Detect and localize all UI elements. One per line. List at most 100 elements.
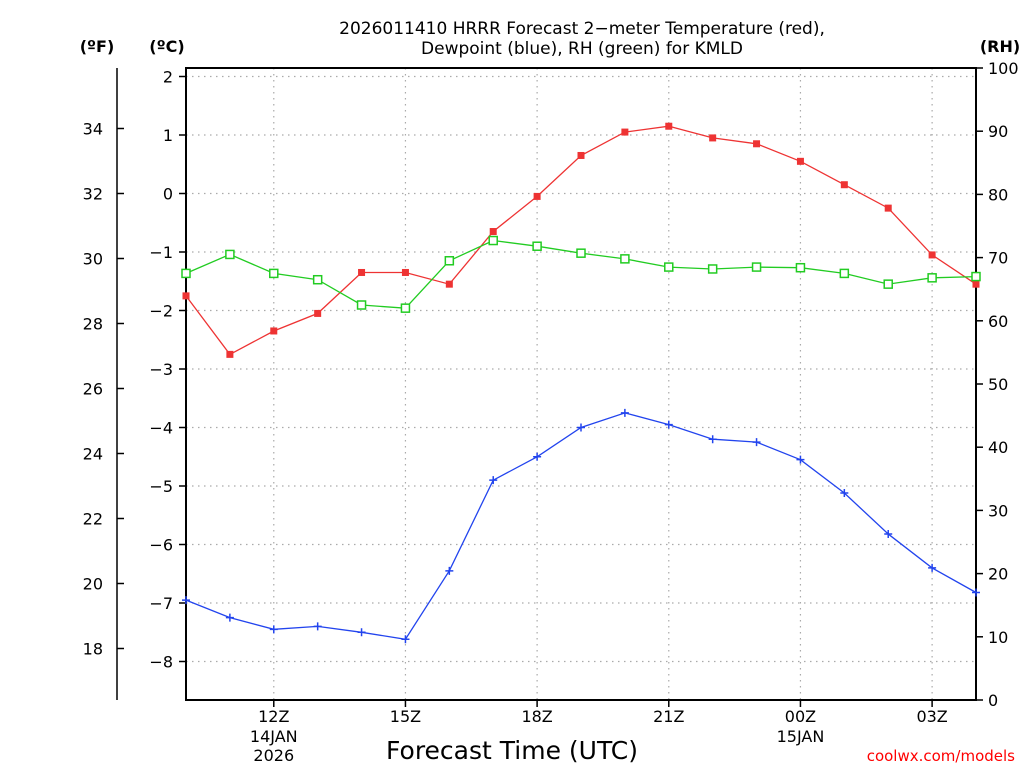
fahrenheit-unit-label: (ºF) bbox=[80, 37, 115, 56]
celsius-tick-label: 1 bbox=[163, 126, 173, 145]
x-tick-label: 15Z bbox=[390, 707, 421, 726]
x-tick-label: 21Z bbox=[653, 707, 684, 726]
fahrenheit-tick-label: 26 bbox=[83, 380, 103, 399]
x-tick-label: 03Z bbox=[916, 707, 947, 726]
celsius-tick-label: −1 bbox=[149, 243, 173, 262]
rh-tick-label: 70 bbox=[988, 249, 1008, 268]
temperature-point bbox=[840, 181, 848, 189]
temperature-point bbox=[665, 122, 673, 130]
dewpoint-point bbox=[489, 476, 498, 485]
temperature-point bbox=[533, 192, 541, 200]
dewpoint-point bbox=[884, 529, 893, 538]
temperature-point bbox=[972, 280, 980, 288]
rh-tick-label: 0 bbox=[988, 691, 998, 710]
celsius-tick-label: −6 bbox=[149, 536, 173, 555]
dewpoint-series bbox=[182, 408, 980, 644]
rh-point bbox=[839, 268, 850, 279]
axes: 210−1−2−3−4−5−6−7−8343230282624222018100… bbox=[83, 59, 1019, 765]
rh-point bbox=[532, 241, 542, 251]
data-series bbox=[181, 122, 981, 644]
grid-lines bbox=[186, 68, 976, 700]
dewpoint-point bbox=[225, 613, 234, 622]
dewpoint-point bbox=[928, 563, 937, 572]
temperature-point bbox=[577, 151, 585, 159]
rh-point bbox=[576, 248, 586, 258]
x-tick-label: 18Z bbox=[521, 707, 552, 726]
fahrenheit-tick-label: 20 bbox=[83, 575, 103, 594]
rh-point bbox=[400, 303, 411, 313]
x-axis-label: Forecast Time (UTC) bbox=[386, 736, 638, 765]
rh-tick-label: 50 bbox=[988, 375, 1008, 394]
celsius-tick-label: −7 bbox=[149, 594, 173, 613]
temperature-point bbox=[314, 309, 322, 317]
dewpoint-point bbox=[401, 635, 410, 644]
temperature-line bbox=[185, 125, 977, 356]
fahrenheit-tick-label: 18 bbox=[83, 640, 103, 659]
temperature-point bbox=[445, 280, 453, 288]
temperature-point bbox=[709, 134, 717, 142]
rh-point bbox=[488, 235, 498, 246]
rh-point bbox=[356, 300, 367, 310]
credit-text: coolwx.com/models bbox=[867, 747, 1015, 765]
rh-tick-label: 10 bbox=[988, 628, 1008, 647]
dewpoint-line bbox=[185, 412, 977, 641]
dewpoint-point bbox=[796, 455, 805, 464]
rh-point bbox=[312, 274, 323, 285]
dewpoint-point bbox=[620, 408, 629, 417]
temperature-point bbox=[621, 128, 629, 136]
temperature-point bbox=[489, 228, 497, 236]
rh-tick-label: 40 bbox=[988, 438, 1008, 457]
celsius-tick-label: −8 bbox=[149, 653, 173, 672]
rh-point bbox=[269, 268, 279, 279]
celsius-unit-label: (ºC) bbox=[149, 37, 184, 56]
temperature-series bbox=[182, 122, 980, 358]
fahrenheit-tick-label: 24 bbox=[83, 445, 103, 464]
dewpoint-point bbox=[445, 566, 454, 575]
celsius-tick-label: 2 bbox=[163, 68, 173, 87]
dewpoint-point bbox=[533, 452, 542, 461]
dewpoint-point bbox=[972, 588, 980, 597]
rh-tick-label: 30 bbox=[988, 501, 1008, 520]
dewpoint-point bbox=[664, 420, 673, 429]
rh-point bbox=[225, 249, 235, 260]
rh-tick-label: 60 bbox=[988, 312, 1008, 331]
celsius-tick-label: −4 bbox=[149, 419, 173, 438]
rh-tick-label: 20 bbox=[988, 565, 1008, 584]
chart-title-line2: Dewpoint (blue), RH (green) for KMLD bbox=[421, 39, 743, 59]
temperature-point bbox=[226, 350, 234, 358]
rh-point bbox=[707, 264, 718, 274]
temperature-point bbox=[796, 157, 804, 165]
rh-point bbox=[751, 262, 762, 272]
fahrenheit-tick-label: 32 bbox=[83, 185, 103, 204]
temperature-point bbox=[182, 292, 190, 300]
dewpoint-point bbox=[313, 622, 322, 631]
dewpoint-point bbox=[752, 438, 761, 447]
dewpoint-point bbox=[840, 489, 849, 498]
fahrenheit-tick-label: 22 bbox=[83, 510, 103, 529]
rh-point bbox=[620, 254, 630, 264]
temperature-point bbox=[401, 268, 409, 276]
x-date-label: 14JAN bbox=[250, 727, 298, 746]
rh-point bbox=[927, 273, 937, 283]
chart-title-line1: 2026011410 HRRR Forecast 2−meter Tempera… bbox=[339, 19, 825, 39]
rh-point bbox=[181, 268, 191, 279]
celsius-tick-label: −3 bbox=[149, 360, 173, 379]
fahrenheit-tick-label: 28 bbox=[83, 315, 103, 334]
rh-series bbox=[181, 235, 981, 313]
x-tick-label: 00Z bbox=[785, 707, 816, 726]
fahrenheit-tick-label: 34 bbox=[83, 120, 103, 139]
rh-point bbox=[795, 262, 806, 273]
rh-point bbox=[971, 271, 981, 282]
celsius-tick-label: −5 bbox=[149, 477, 173, 496]
celsius-tick-label: 0 bbox=[163, 185, 173, 204]
rh-unit-label: (RH) bbox=[980, 37, 1020, 56]
temperature-point bbox=[884, 204, 892, 212]
dewpoint-point bbox=[577, 423, 585, 432]
dewpoint-point bbox=[708, 435, 717, 444]
plot-frame bbox=[185, 67, 977, 701]
dewpoint-point bbox=[182, 596, 190, 605]
dewpoint-point bbox=[357, 628, 366, 637]
fahrenheit-tick-label: 30 bbox=[83, 250, 103, 269]
temperature-point bbox=[753, 140, 761, 148]
